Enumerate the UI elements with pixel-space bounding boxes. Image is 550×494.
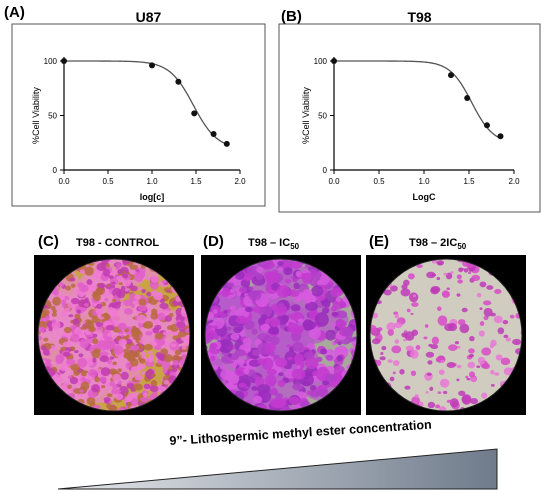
panel-letter-c: (C)	[38, 233, 59, 250]
chart-frame	[278, 23, 541, 213]
y-tick-label: 100	[44, 57, 58, 66]
panel-letter-a: (A)	[4, 4, 25, 21]
panel-letter-b: (B)	[281, 8, 302, 25]
data-point	[497, 133, 504, 140]
panel-letter-e: (E)	[369, 233, 389, 250]
micro-image-2ic50	[366, 255, 526, 415]
data-point	[191, 110, 198, 117]
x-axis-label: LogC	[413, 192, 436, 202]
fit-curve	[334, 60, 501, 139]
micro-image-ic50	[201, 255, 361, 415]
micro-label-2ic50: T98 – 2IC50	[409, 237, 467, 252]
chart-title: U87	[136, 9, 162, 25]
micro-image-control	[34, 255, 194, 415]
y-tick-label: 50	[48, 112, 57, 121]
micro-label-control: T98 - CONTROL	[76, 237, 160, 249]
micro-field	[370, 259, 522, 411]
chart-u87: U87 0.0 0.5 1.0 1.5 2.0 0 50 100 log[c] %Cell Viab…	[11, 9, 266, 207]
data-point	[464, 95, 471, 102]
data-point	[331, 58, 337, 64]
chart-t98: T98 0.0 0.5 1.0 1.5 2.0 0 50 100 LogC %Cell Viabil…	[278, 9, 541, 213]
data-point	[223, 140, 230, 147]
y-axis-label: %Cell Viability	[31, 87, 41, 144]
data-point	[175, 78, 182, 85]
y-tick-label: 0	[323, 166, 328, 175]
x-tick-label: 1.5	[190, 177, 202, 186]
x-tick-label: 0.0	[328, 177, 340, 186]
chart-frame	[11, 23, 266, 207]
data-point	[61, 58, 67, 64]
data-point	[448, 72, 454, 79]
data-point	[484, 122, 490, 129]
panel-letter-d: (D)	[203, 233, 224, 250]
data-point	[210, 131, 217, 138]
y-tick-label: 0	[53, 166, 58, 175]
x-tick-label: 0.5	[373, 177, 385, 186]
y-axis-label: %Cell Viability	[301, 87, 311, 144]
fit-curve	[64, 60, 228, 145]
x-tick-label: 1.5	[463, 177, 475, 186]
chart-title: T98	[407, 9, 431, 25]
x-tick-label: 0.5	[102, 177, 114, 186]
x-tick-label: 0.0	[58, 177, 70, 186]
x-tick-label: 2.0	[508, 177, 520, 186]
x-tick-label: 2.0	[234, 177, 246, 186]
y-tick-label: 50	[318, 112, 327, 121]
data-point	[149, 62, 155, 69]
x-tick-label: 1.0	[418, 177, 430, 186]
x-axis-label: log[c]	[140, 192, 165, 202]
x-tick-label: 1.0	[146, 177, 158, 186]
y-tick-label: 100	[314, 57, 328, 66]
micro-label-ic50: T98 – IC50	[248, 237, 300, 252]
